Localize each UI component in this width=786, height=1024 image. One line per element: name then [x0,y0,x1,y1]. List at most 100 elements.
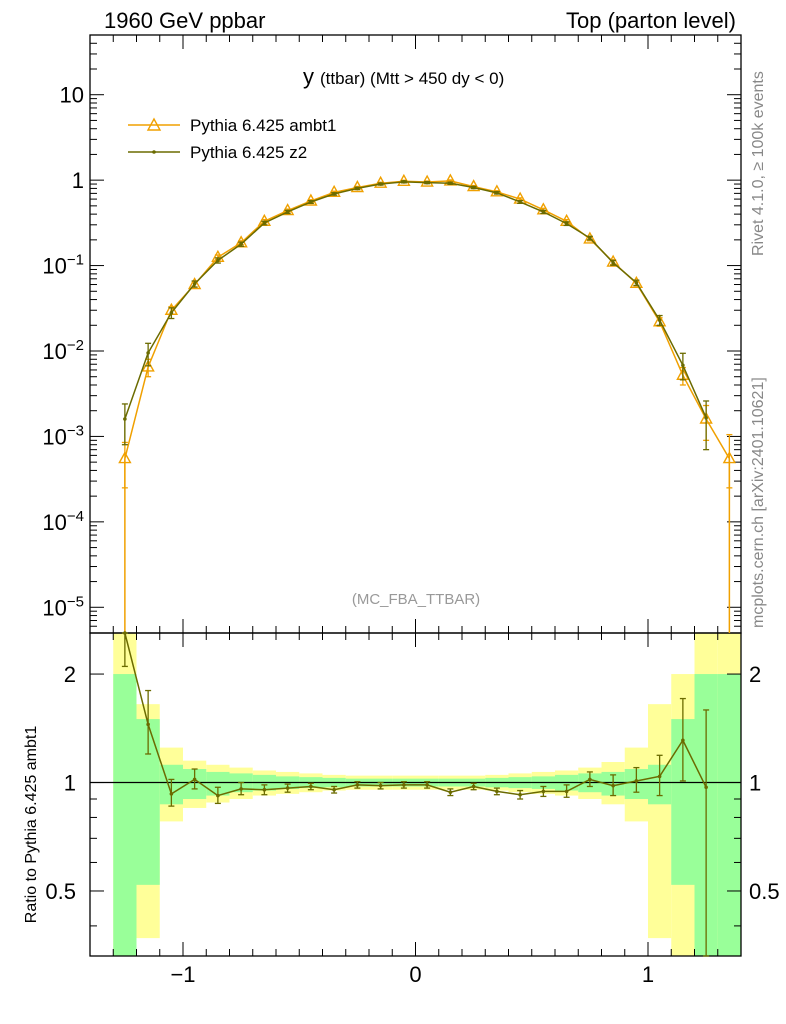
ratio-point [471,784,476,789]
ratio-point [355,783,360,787]
ratio-point [518,792,522,797]
data-point-dot [425,180,429,185]
ratio-point [285,786,290,790]
data-point-dot [402,180,406,184]
ratio-point [588,777,592,782]
data-point-triangle [373,175,388,188]
mcplots-label: mcplots.cern.ch [arXiv:2401.10621] [750,377,767,628]
data-point-triangle [350,180,365,193]
ratio-line [124,632,707,797]
data-point-triangle [722,451,737,464]
ratio-y-label: Ratio to Pythia 6.425 ambt1 [23,726,40,924]
ratio-y-tick-label: 0.5 [45,879,76,904]
legend-label: Pythia 6.425 ambt1 [190,116,336,135]
ratio-y-tick-label-right: 2 [749,662,761,687]
y-tick-label: 10−5 [42,593,84,620]
ratio-point [402,783,406,787]
data-point-triangle [629,275,644,289]
data-point-triangle [327,184,341,198]
ratio-point [262,787,267,792]
data-point-dot [332,192,336,196]
ratio-point [564,789,569,794]
data-point-dot [704,416,708,420]
legend-dot-marker [152,150,156,154]
y-tick-label: 10 [60,83,84,108]
series-layer [118,173,737,633]
y-tick-label: 10−1 [42,252,84,279]
data-point-dot [611,260,615,265]
data-point-dot [192,282,197,286]
data-point-dot [285,210,290,214]
ratio-point [332,787,336,792]
band-inner-bin [206,771,230,796]
header-right: Top (parton level) [566,8,736,33]
x-tick-label: 1 [642,962,654,987]
band-inner-bin [671,719,695,885]
main-axes [89,34,742,634]
y-tick-label: 1 [72,168,84,193]
data-point-triangle [490,184,504,197]
ratio-point [239,787,243,791]
ratio-y-tick-label-right: 1 [749,771,761,796]
ratio-point [495,789,499,794]
ratio-y-tick-label: 2 [64,662,76,687]
watermark: (MC_FBA_TTBAR) [352,591,480,608]
data-point-dot [657,318,662,322]
ratio-series-z2 [121,631,710,957]
header-left: 1960 GeV ppbar [104,8,266,33]
ratio-point [192,777,197,782]
data-point-dot [146,351,150,355]
ratio-point [146,722,150,727]
data-point-dot [541,210,546,214]
series-z2 [121,180,710,451]
ratio-point [611,783,615,788]
ratio-bands [113,633,741,956]
ratio-point [216,793,220,798]
data-point-triangle [583,231,597,244]
data-point-triangle [187,277,202,290]
ratio-point [704,785,708,790]
data-point-dot [378,182,383,186]
ratio-point [634,779,639,783]
band-outer-bin [648,704,672,939]
data-point-dot [309,200,313,204]
main-frame [89,34,742,634]
ratio-point [425,783,429,787]
data-point-dot [518,200,522,204]
ratio-point [309,784,313,789]
series-ambt1 [118,173,737,633]
ratio-y-tick-label: 1 [64,771,76,796]
data-point-triangle [466,179,481,192]
data-point-triangle [280,203,295,216]
data-point-dot [471,185,476,190]
data-point-dot [564,221,569,226]
ratio-point [657,774,662,779]
data-point-triangle [118,451,132,464]
y-tick-label: 10−3 [42,422,84,449]
y-tick-label: 10−4 [42,508,84,535]
data-point-dot [123,417,127,421]
x-tick-label: −1 [170,962,195,987]
data-point-dot [448,181,453,186]
data-point-dot [216,258,220,263]
chart-title: y (ttbar) (Mtt > 450 dy < 0) [303,64,504,89]
ratio-point [378,783,383,788]
x-tick-label: 0 [409,962,421,987]
band-inner-bin [136,719,160,885]
data-point-dot [355,186,360,191]
ratio-point [448,790,453,794]
data-point-dot [588,236,592,240]
data-point-dot [681,363,685,368]
data-point-dot [262,221,267,225]
ratio-point [123,631,127,635]
y-tick-label: 10−2 [42,337,84,364]
ratio-point [541,789,546,794]
ratio-series-layer [121,631,710,957]
data-point-dot [634,280,639,285]
data-point-triangle [304,193,318,206]
legend-triangle-marker [146,117,162,131]
ratio-point [681,738,685,743]
data-point-dot [239,242,243,246]
data-point-dot [169,310,174,315]
